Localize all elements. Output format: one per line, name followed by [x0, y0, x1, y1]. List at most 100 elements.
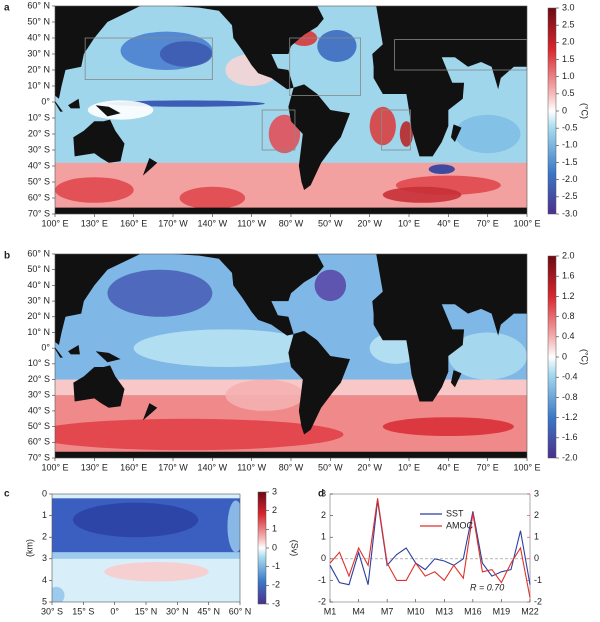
anomaly-patch [428, 164, 455, 174]
y-tick-label: -2 [318, 596, 326, 606]
colorbar-tick-label: 0.5 [562, 88, 575, 98]
region-box [394, 39, 527, 71]
y-tick-label: 0 [42, 488, 47, 498]
plot-frame [329, 493, 531, 603]
colorbar-tick-label: -0.8 [562, 392, 578, 402]
colorbar [547, 255, 557, 459]
x-tick-label: 20° W [357, 218, 382, 228]
colorbar-tick-label: -3 [272, 598, 280, 608]
y-tick-label: 1 [42, 510, 47, 520]
x-tick-label: 80° W [279, 218, 304, 228]
y-tick-label: 10° N [27, 80, 50, 90]
y-tick-label: 50° S [28, 421, 50, 431]
colorbar-tick-label: 0 [562, 105, 567, 115]
x-tick-label: 70° E [477, 218, 499, 228]
annotation: R = 0.70 [470, 582, 504, 592]
colorbar [257, 491, 267, 605]
x-tick-label: 15° N [135, 606, 158, 616]
land [288, 330, 350, 435]
land [450, 124, 462, 142]
plot-area [52, 494, 240, 602]
colorbar-tick-label: 2.0 [562, 37, 575, 47]
anomaly-patch [268, 114, 301, 154]
x-tick-label: M16 [464, 606, 482, 616]
land [142, 403, 158, 421]
x-tick-label: 100° E [41, 218, 68, 228]
anomaly-patch [159, 41, 213, 67]
y-axis-label: (km) [24, 539, 34, 557]
colorbar-tick-label: 2 [272, 505, 277, 515]
y-tick-label: 1 [321, 532, 326, 542]
colorbar-tick-label: -2.0 [562, 452, 578, 462]
anomaly-patch [314, 269, 347, 302]
y-tick-label: 40° S [28, 160, 50, 170]
land [173, 6, 324, 90]
y-tick-label: 20° N [27, 311, 50, 321]
anomaly-patch [55, 177, 134, 203]
region-box [289, 37, 361, 96]
colorbar-label: (Sv) [290, 540, 300, 557]
cell-patch [104, 562, 209, 582]
panel-label: c [4, 489, 10, 500]
x-tick-label: 80° W [279, 462, 304, 472]
x-tick-label: M19 [493, 606, 511, 616]
colorbar-tick-label: 0 [562, 351, 567, 361]
plot-area [55, 254, 527, 458]
x-tick-label: 30° N [166, 606, 189, 616]
y-tick-label: 3 [321, 488, 326, 498]
x-tick-label: M22 [521, 606, 539, 616]
land [55, 254, 141, 346]
y-tick-label: 0° [41, 96, 50, 106]
y-tick-label: 50° S [28, 176, 50, 186]
y-tick-label: 40° S [28, 405, 50, 415]
y-tick-label: 20° N [27, 64, 50, 74]
land [450, 370, 462, 388]
land [68, 98, 80, 109]
land [372, 254, 527, 402]
y-tick-label: 50° N [27, 16, 50, 26]
region-box [261, 109, 296, 151]
y-tick-label: 5 [42, 596, 47, 606]
panel-label: b [4, 251, 10, 262]
x-tick-label: 100° E [513, 218, 540, 228]
y2-tick-label: -1 [534, 575, 542, 585]
x-tick-label: 45° N [197, 606, 220, 616]
colorbar-tick-label: 0.8 [562, 311, 575, 321]
x-tick-label: 170° W [158, 218, 188, 228]
colorbar-tick-label: 1.2 [562, 291, 575, 301]
colorbar-tick-label: -1.2 [562, 412, 578, 422]
x-tick-label: 10° E [398, 218, 420, 228]
panel-label: d [318, 489, 324, 500]
land [55, 347, 63, 358]
y-tick-label: 3 [42, 553, 47, 563]
x-tick-label: 140° W [198, 218, 228, 228]
x-tick-label: 130° E [81, 218, 108, 228]
x-tick-label: M7 [381, 606, 394, 616]
land [142, 158, 158, 176]
x-tick-label: 50° W [318, 462, 343, 472]
anomaly-patch [55, 418, 344, 451]
y-tick-label: 40° N [27, 280, 50, 290]
y-tick-label: 30° N [27, 295, 50, 305]
x-tick-label: 130° E [81, 462, 108, 472]
y-tick-label: 10° N [27, 327, 50, 337]
y-tick-label: 70° S [28, 452, 50, 462]
anomaly-patch [317, 30, 357, 62]
colorbar-tick-label: 1.0 [562, 71, 575, 81]
anomaly-patch [454, 114, 521, 154]
x-tick-label: 60° N [229, 606, 252, 616]
anomaly-patch [399, 121, 413, 147]
y-tick-label: 60° S [28, 437, 50, 447]
land [73, 119, 125, 163]
colorbar-tick-label: 0.4 [562, 331, 575, 341]
x-tick-label: 110° W [237, 462, 266, 472]
colorbar-tick-label: -2.0 [562, 174, 578, 184]
cell-patch [52, 586, 65, 602]
cell-edge [52, 552, 240, 559]
colorbar-tick-label: 3.0 [562, 2, 575, 12]
x-tick-label: M1 [324, 606, 337, 616]
colorbar-tick-label: 2.5 [562, 20, 575, 30]
anomaly-patch [448, 332, 527, 380]
x-tick-label: 15° S [72, 606, 94, 616]
